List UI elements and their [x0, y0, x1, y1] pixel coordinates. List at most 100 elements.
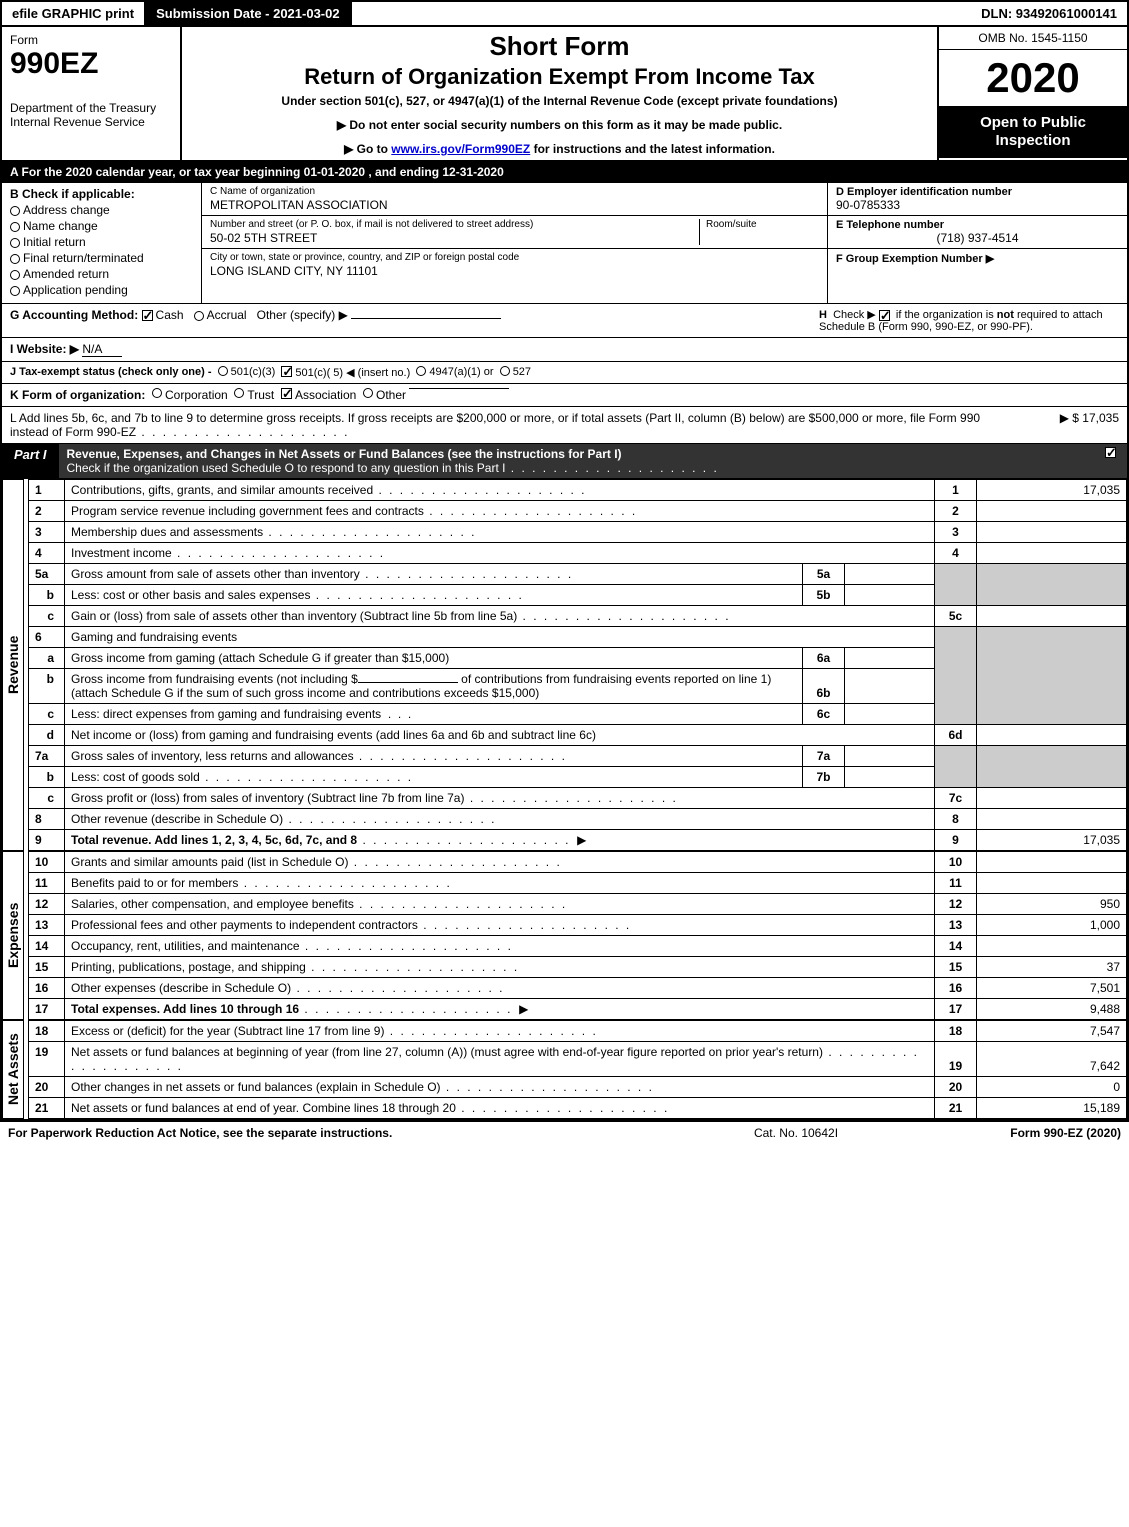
- ck-schedule-o[interactable]: [1105, 447, 1116, 458]
- info-block: B Check if applicable: Address change Na…: [2, 183, 1127, 304]
- dept-irs: Internal Revenue Service: [10, 115, 172, 129]
- address-value: 50-02 5TH STREET: [210, 231, 699, 245]
- footer-right: Form 990-EZ (2020): [921, 1126, 1121, 1140]
- ck-final-return[interactable]: Final return/terminated: [10, 251, 193, 265]
- ck-527[interactable]: [500, 366, 510, 376]
- phone-cell: E Telephone number (718) 937-4514: [828, 216, 1127, 249]
- part1-check-line: Check if the organization used Schedule …: [67, 461, 506, 475]
- col-b-header: B Check if applicable:: [10, 187, 193, 201]
- net-assets-table: 18Excess or (deficit) for the year (Subt…: [28, 1020, 1127, 1119]
- submission-date-tab: Submission Date - 2021-03-02: [146, 2, 352, 25]
- line-21: 21Net assets or fund balances at end of …: [29, 1098, 1127, 1119]
- g-label: G Accounting Method:: [10, 308, 138, 322]
- line-17: 17Total expenses. Add lines 10 through 1…: [29, 999, 1127, 1020]
- ck-accrual[interactable]: [194, 311, 204, 321]
- dept-treasury: Department of the Treasury: [10, 101, 172, 115]
- column-c: C Name of organization METROPOLITAN ASSO…: [202, 183, 827, 303]
- irs-link[interactable]: www.irs.gov/Form990EZ: [391, 142, 530, 156]
- line-3: 3Membership dues and assessments3: [29, 522, 1127, 543]
- row-k: K Form of organization: Corporation Trus…: [2, 384, 1127, 407]
- title-return: Return of Organization Exempt From Incom…: [190, 64, 929, 90]
- header-center: Short Form Return of Organization Exempt…: [182, 27, 937, 160]
- ck-4947[interactable]: [416, 366, 426, 376]
- net-assets-section: Net Assets 18Excess or (deficit) for the…: [2, 1020, 1127, 1119]
- line-10: 10Grants and similar amounts paid (list …: [29, 852, 1127, 873]
- expenses-table: 10Grants and similar amounts paid (list …: [28, 851, 1127, 1020]
- org-name-value: METROPOLITAN ASSOCIATION: [210, 198, 819, 212]
- room-suite-label: Room/suite: [699, 219, 819, 245]
- open-to-public: Open to Public Inspection: [939, 106, 1127, 158]
- ck-corporation[interactable]: [152, 388, 162, 398]
- ck-application-pending[interactable]: Application pending: [10, 283, 193, 297]
- footer-left: For Paperwork Reduction Act Notice, see …: [8, 1126, 671, 1140]
- top-bar: efile GRAPHIC print Submission Date - 20…: [0, 0, 1129, 25]
- line-2: 2Program service revenue including gover…: [29, 501, 1127, 522]
- form-label: Form: [10, 33, 172, 47]
- line-11: 11Benefits paid to or for members11: [29, 873, 1127, 894]
- org-name-label: C Name of organization: [210, 186, 819, 197]
- ck-schedule-b[interactable]: [879, 310, 890, 321]
- city-value: LONG ISLAND CITY, NY 11101: [210, 264, 819, 278]
- ck-501c[interactable]: [281, 366, 292, 377]
- line-1: 1Contributions, gifts, grants, and simil…: [29, 480, 1127, 501]
- org-name-cell: C Name of organization METROPOLITAN ASSO…: [202, 183, 827, 216]
- l-text: L Add lines 5b, 6c, and 7b to line 9 to …: [10, 411, 999, 439]
- form-header: Form 990EZ Department of the Treasury In…: [2, 27, 1127, 162]
- form-number: 990EZ: [10, 47, 172, 81]
- header-left: Form 990EZ Department of the Treasury In…: [2, 27, 182, 160]
- revenue-table: 1Contributions, gifts, grants, and simil…: [28, 479, 1127, 851]
- ein-label: D Employer identification number: [836, 186, 1119, 198]
- line-7c: cGross profit or (loss) from sales of in…: [29, 788, 1127, 809]
- part1-label: Part I: [2, 444, 59, 478]
- ck-trust[interactable]: [234, 388, 244, 398]
- row-j: J Tax-exempt status (check only one) - 5…: [2, 362, 1127, 384]
- line-13: 13Professional fees and other payments t…: [29, 915, 1127, 936]
- line-14: 14Occupancy, rent, utilities, and mainte…: [29, 936, 1127, 957]
- phone-label: E Telephone number: [836, 219, 1119, 231]
- omb-number: OMB No. 1545-1150: [939, 27, 1127, 50]
- bullet2-pre: ▶ Go to: [344, 142, 391, 156]
- row-l: L Add lines 5b, 6c, and 7b to line 9 to …: [2, 407, 1127, 444]
- form-outer: Form 990EZ Department of the Treasury In…: [0, 25, 1129, 1121]
- row-g-h: G Accounting Method: Cash Accrual Other …: [2, 304, 1127, 338]
- vlabel-net-assets: Net Assets: [2, 1020, 24, 1119]
- ck-amended-return[interactable]: Amended return: [10, 267, 193, 281]
- ck-501c3[interactable]: [218, 366, 228, 376]
- line-16: 16Other expenses (describe in Schedule O…: [29, 978, 1127, 999]
- row-g: G Accounting Method: Cash Accrual Other …: [10, 308, 819, 322]
- ck-association[interactable]: [281, 388, 292, 399]
- bullet-ssn: ▶ Do not enter social security numbers o…: [190, 118, 929, 132]
- ck-initial-return[interactable]: Initial return: [10, 235, 193, 249]
- vlabel-revenue: Revenue: [2, 479, 24, 851]
- column-d: D Employer identification number 90-0785…: [827, 183, 1127, 303]
- other-specify-line[interactable]: [351, 318, 501, 319]
- line-20: 20Other changes in net assets or fund ba…: [29, 1077, 1127, 1098]
- j-label: J Tax-exempt status (check only one) -: [10, 366, 212, 378]
- bullet-link: ▶ Go to www.irs.gov/Form990EZ for instru…: [190, 142, 929, 156]
- k-label: K Form of organization:: [10, 388, 145, 402]
- row-i: I Website: ▶ N/A: [2, 338, 1127, 362]
- section-a-bar: A For the 2020 calendar year, or tax yea…: [2, 162, 1127, 183]
- efile-tab[interactable]: efile GRAPHIC print: [2, 2, 146, 25]
- part1-checkbox-col: [1097, 444, 1127, 478]
- page-footer: For Paperwork Reduction Act Notice, see …: [0, 1121, 1129, 1144]
- expenses-section: Expenses 10Grants and similar amounts pa…: [2, 851, 1127, 1020]
- footer-center: Cat. No. 10642I: [671, 1126, 921, 1140]
- header-right: OMB No. 1545-1150 2020 Open to Public In…: [937, 27, 1127, 160]
- line-12: 12Salaries, other compensation, and empl…: [29, 894, 1127, 915]
- ck-other-org[interactable]: [363, 388, 373, 398]
- address-cell: Number and street (or P. O. box, if mail…: [202, 216, 827, 249]
- ck-cash[interactable]: [142, 310, 153, 321]
- line-7a: 7aGross sales of inventory, less returns…: [29, 746, 1127, 767]
- city-cell: City or town, state or province, country…: [202, 249, 827, 281]
- line-6d: dNet income or (loss) from gaming and fu…: [29, 725, 1127, 746]
- line-5a: 5aGross amount from sale of assets other…: [29, 564, 1127, 585]
- part1-header: Part I Revenue, Expenses, and Changes in…: [2, 444, 1127, 479]
- ck-name-change[interactable]: Name change: [10, 219, 193, 233]
- row-h: H Check ▶ if the organization is not req…: [819, 308, 1119, 333]
- phone-value: (718) 937-4514: [836, 231, 1119, 245]
- line-18: 18Excess or (deficit) for the year (Subt…: [29, 1021, 1127, 1042]
- subtitle: Under section 501(c), 527, or 4947(a)(1)…: [190, 94, 929, 108]
- ck-address-change[interactable]: Address change: [10, 203, 193, 217]
- city-label: City or town, state or province, country…: [210, 252, 819, 263]
